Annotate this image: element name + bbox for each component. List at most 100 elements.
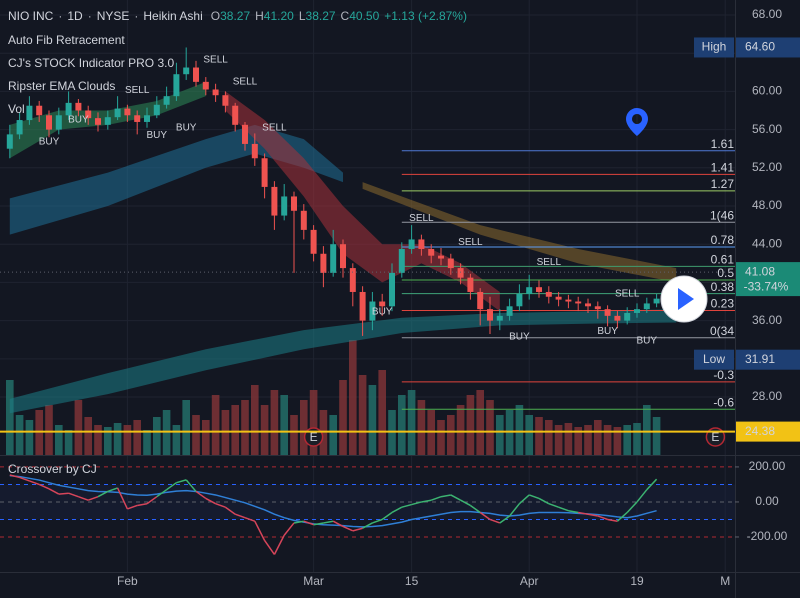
crossover-segment <box>479 511 491 521</box>
fib-label: -0.3 <box>713 368 734 382</box>
ohlc-value: 41.20 <box>264 9 294 23</box>
y-tick-label: 56.00 <box>752 122 782 136</box>
volume-bar <box>643 405 651 455</box>
candle-body <box>134 115 141 122</box>
volume-bar <box>192 415 200 455</box>
candle-body <box>291 196 297 211</box>
candle-body <box>467 277 474 292</box>
fib-label: -0.6 <box>713 395 734 409</box>
crossover-segment <box>68 492 79 498</box>
location-pin[interactable] <box>626 108 648 136</box>
y-tick-label: 52.00 <box>752 160 782 174</box>
candle-body <box>95 118 101 125</box>
ema-cloud <box>9 309 677 414</box>
volume-bar <box>525 415 533 455</box>
volume-bar <box>633 423 641 455</box>
candle-body <box>183 67 190 75</box>
crossover-segment <box>224 506 236 515</box>
play-button[interactable] <box>660 275 708 323</box>
candle-body <box>261 158 268 187</box>
crossover-segment <box>372 518 383 524</box>
price-marker <box>736 421 800 442</box>
fib-label: 1.27 <box>711 177 735 191</box>
fib-label: 0.23 <box>711 297 735 311</box>
signal-label: BUY <box>39 137 60 148</box>
signal-label: SELL <box>233 76 258 87</box>
candle-body <box>65 102 72 116</box>
crossover-segment <box>87 495 99 501</box>
crossover-segment <box>391 506 403 514</box>
candle-body <box>193 67 199 82</box>
candle-body <box>281 196 288 216</box>
y-tick-label: -200.00 <box>747 529 788 543</box>
volume-bar <box>133 420 141 455</box>
candle-body <box>643 303 650 310</box>
candle-body <box>173 74 180 97</box>
fib-label: 0.78 <box>711 233 735 247</box>
candle-body <box>516 293 523 307</box>
candle-body <box>251 143 258 159</box>
ohlc-key: L <box>299 9 306 23</box>
y-tick-label: 44.00 <box>752 236 782 250</box>
earnings-label: E <box>711 430 719 444</box>
candle-body <box>418 239 425 249</box>
candle-body <box>408 239 415 249</box>
candle-body <box>340 244 346 269</box>
candle-body <box>16 120 23 135</box>
volume-bar <box>280 395 288 455</box>
crossover-segment <box>528 494 540 500</box>
signal-label: SELL <box>125 85 150 96</box>
candle-body <box>75 102 82 111</box>
crossover-segment <box>469 504 481 514</box>
indicator-label[interactable]: Auto Fib Retracement <box>8 33 125 47</box>
fib-label: 1(46 <box>710 208 734 222</box>
volume-bar <box>535 417 543 455</box>
volume-bar <box>74 400 83 455</box>
fib-label: 0.61 <box>711 253 735 267</box>
crossover-segment <box>97 490 109 498</box>
candle-body <box>153 104 160 116</box>
candle-body <box>487 309 493 321</box>
volume-bar <box>437 420 445 455</box>
candle-body <box>232 105 239 125</box>
x-tick-label: Mar <box>303 574 324 588</box>
volume-bar <box>211 395 220 455</box>
price-markers: E E 64.60 High 41.08-33.74% 31.91 Low 24.38 <box>0 37 800 447</box>
volume-bar <box>447 415 455 455</box>
ohlc-key: H <box>255 9 264 23</box>
crossover-segment <box>303 520 314 526</box>
ohlc-key: O <box>211 9 220 23</box>
volume-bar <box>251 385 259 455</box>
volume-bar <box>545 420 553 455</box>
crossover-segment <box>185 479 197 492</box>
y-tick-label: 48.00 <box>752 198 782 212</box>
price-marker-value: 31.91 <box>745 352 775 366</box>
indicator-label[interactable]: CJ's STOCK Indicator PRO 3.0 <box>8 56 174 70</box>
signal-label: SELL <box>615 289 640 300</box>
candle-body <box>85 110 92 119</box>
candle-body <box>379 301 386 307</box>
candle-body <box>536 287 542 292</box>
candle-body <box>575 301 582 304</box>
play-icon[interactable] <box>678 288 694 310</box>
volume-bar <box>113 423 122 455</box>
x-tick-label: 19 <box>630 574 644 588</box>
crossover-segment <box>273 534 285 555</box>
fib-retracement: 1.61 1.41 1.27 1(46 0.78 0.610.50.38 0.23 0(34 -… <box>401 137 735 410</box>
indicator-label[interactable]: Ripster EMA Clouds <box>8 79 115 93</box>
crossover-segment <box>489 518 501 524</box>
volume-bar <box>358 375 367 455</box>
crossover-segment <box>313 522 324 526</box>
crossover-segment <box>646 478 658 491</box>
candle-body <box>222 95 229 106</box>
volume-bar <box>564 423 573 455</box>
volume-bar <box>603 425 612 455</box>
crossover-segment <box>293 520 304 524</box>
ohlc-value: 40.50 <box>349 9 379 23</box>
volume-bar <box>339 380 347 455</box>
candle-body <box>555 296 562 300</box>
volume-bar <box>172 425 181 455</box>
crossover-segment <box>587 513 598 517</box>
indicator-label[interactable]: Vol <box>8 102 25 116</box>
candle-body <box>36 105 43 116</box>
